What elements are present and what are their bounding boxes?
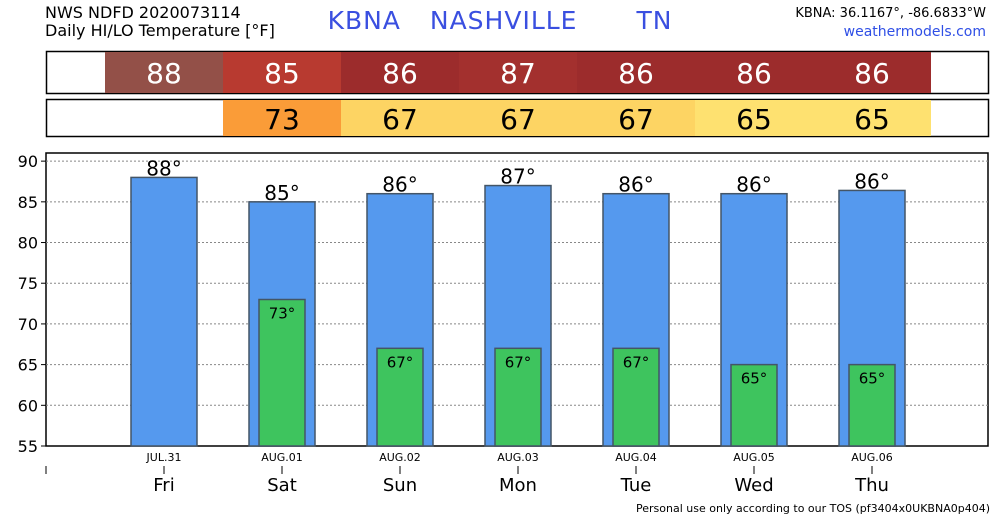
y-tick-label: 90 (18, 152, 38, 171)
hi-strip-value: 86 (618, 57, 654, 90)
hi-bar-label: 86° (854, 169, 889, 193)
y-tick-label: 60 (18, 396, 38, 415)
y-tick-label: 80 (18, 234, 38, 253)
lo-strip-value: 67 (500, 103, 536, 136)
y-tick-label: 75 (18, 274, 38, 293)
x-day-label: Sat (267, 475, 297, 496)
lo-bar (848, 363, 896, 447)
lo-strip-cell (577, 100, 695, 136)
y-tick-label: 65 (18, 356, 38, 375)
lo-strip-cell (459, 100, 577, 136)
hi-bar (130, 176, 198, 447)
hi-strip-value: 88 (146, 57, 182, 90)
chart-header-right: KBNA: 36.1167°, -86.6833°W weathermodels… (795, 4, 986, 42)
lo-bar (376, 347, 424, 447)
hi-strip-cell (223, 52, 341, 93)
site-link[interactable]: weathermodels.com (843, 24, 986, 40)
lo-strip-cell (695, 100, 813, 136)
station-state: TN (636, 6, 673, 35)
lo-bar (612, 347, 660, 447)
x-day-label: Wed (734, 475, 773, 496)
lo-bar-label: 67° (387, 353, 414, 371)
lo-bar-label: 67° (623, 353, 650, 371)
station-id: KBNA (327, 6, 401, 35)
lo-strip-cell (813, 100, 931, 136)
x-date-label: AUG.03 (497, 451, 539, 464)
x-date-label: AUG.06 (851, 451, 893, 464)
x-date-label: AUG.05 (733, 451, 775, 464)
lo-strip-value: 73 (264, 103, 300, 136)
lo-strip-cell (341, 100, 459, 136)
chart-header-left: NWS NDFD 2020073114 Daily HI/LO Temperat… (45, 4, 275, 40)
hi-strip-value: 86 (382, 57, 418, 90)
lo-bar-label: 65° (859, 370, 886, 388)
lo-strip-value: 65 (736, 103, 772, 136)
hi-strip-value: 87 (500, 57, 536, 90)
lo-strip-cell (223, 100, 341, 136)
y-tick-label: 85 (18, 193, 38, 212)
station-city: NASHVILLE (429, 6, 578, 35)
lo-bar-label: 67° (505, 353, 532, 371)
hi-strip-cell (813, 52, 931, 93)
hi-strip-cell (577, 52, 695, 93)
x-day-label: Thu (854, 475, 889, 496)
lo-bar (730, 363, 778, 447)
x-date-label: JUL.31 (146, 451, 182, 464)
x-day-label: Sun (383, 475, 417, 496)
hi-bar-label: 86° (382, 173, 417, 197)
hi-strip-value: 86 (854, 57, 890, 90)
model-run-label: NWS NDFD 2020073114 (45, 3, 241, 22)
x-date-label: AUG.02 (379, 451, 421, 464)
x-day-label: Fri (153, 475, 174, 496)
lo-strip-value: 67 (618, 103, 654, 136)
hi-strip-value: 86 (736, 57, 772, 90)
lo-strip-value: 65 (854, 103, 890, 136)
lo-strip-value: 67 (382, 103, 418, 136)
x-day-label: Mon (499, 475, 537, 496)
hi-bar-label: 86° (736, 173, 771, 197)
y-tick-label: 70 (18, 315, 38, 334)
x-date-label: AUG.01 (261, 451, 303, 464)
lo-bar-label: 65° (741, 370, 768, 388)
hi-bar-label: 88° (146, 156, 181, 180)
footer-note: Personal use only according to our TOS (… (636, 502, 990, 515)
station-title: KBNA NASHVILLE TN (0, 6, 1000, 35)
y-tick-label: 55 (18, 437, 38, 456)
hi-strip-value: 85 (264, 57, 300, 90)
chart-title: Daily HI/LO Temperature [°F] (45, 21, 275, 40)
hi-strip-cell (341, 52, 459, 93)
hi-strip-cell (105, 52, 223, 93)
hi-strip-cell (695, 52, 813, 93)
station-coords: KBNA: 36.1167°, -86.6833°W (795, 6, 986, 21)
hi-bar-label: 87° (500, 165, 535, 189)
hi-bar-label: 86° (618, 173, 653, 197)
lo-bar (258, 298, 306, 447)
x-day-label: Tue (620, 475, 652, 496)
hi-strip-cell (459, 52, 577, 93)
lo-bar (494, 347, 542, 447)
lo-bar-label: 73° (269, 305, 296, 323)
hi-bar-label: 85° (264, 181, 299, 205)
x-date-label: AUG.04 (615, 451, 657, 464)
